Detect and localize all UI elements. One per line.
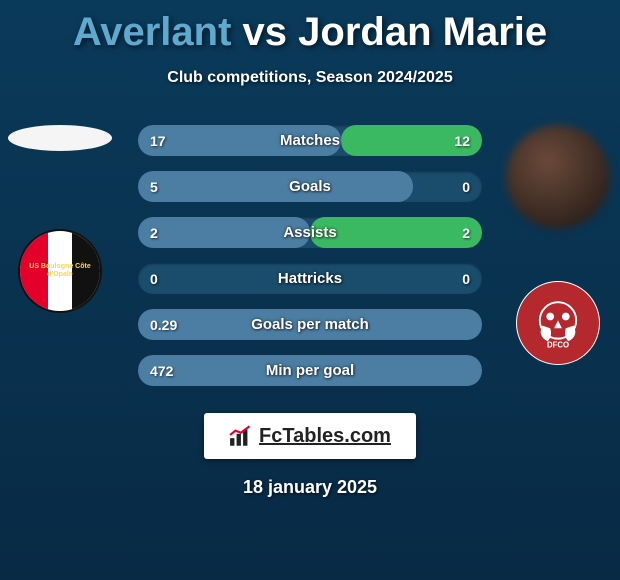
stat-value-left: 5 xyxy=(138,171,170,202)
left-column: US Boulogne Côte d'Opale xyxy=(8,125,112,313)
date-text: 18 january 2025 xyxy=(0,477,620,498)
stat-value-right xyxy=(458,355,482,386)
player1-avatar xyxy=(8,125,112,151)
stat-value-left: 0 xyxy=(138,263,170,294)
owl-icon: DFCO xyxy=(532,297,584,349)
brand-link[interactable]: FcTables.com xyxy=(204,413,416,459)
club1-badge: US Boulogne Côte d'Opale xyxy=(18,229,102,313)
svg-text:DFCO: DFCO xyxy=(547,341,569,349)
stat-label: Hattricks xyxy=(138,263,482,294)
chart-icon xyxy=(229,425,255,447)
stat-value-right: 12 xyxy=(442,125,482,156)
player1-name: Averlant xyxy=(73,10,232,54)
stat-row: 50Goals xyxy=(138,171,482,202)
comparison-main: US Boulogne Côte d'Opale 1712Matches50Go… xyxy=(0,125,620,395)
stat-bars: 1712Matches50Goals22Assists00Hattricks0.… xyxy=(138,125,482,386)
stat-value-left: 472 xyxy=(138,355,185,386)
club2-badge: DFCO xyxy=(516,281,600,365)
stat-bar-left xyxy=(138,171,413,202)
stat-value-left: 17 xyxy=(138,125,178,156)
stat-row: 0 0Hattricks xyxy=(138,263,482,294)
stat-value-right: 0 xyxy=(450,171,482,202)
stat-value-right: 2 xyxy=(450,217,482,248)
brand-text: FcTables.com xyxy=(259,425,391,448)
stat-bar-left xyxy=(138,355,482,386)
stat-value-left: 2 xyxy=(138,217,170,248)
stat-row: 1712Matches xyxy=(138,125,482,156)
stat-row: 472Min per goal xyxy=(138,355,482,386)
vs-text: vs xyxy=(243,10,288,54)
stat-value-left: 0.29 xyxy=(138,309,189,340)
stat-row: 22Assists xyxy=(138,217,482,248)
right-column: DFCO xyxy=(506,125,610,365)
player2-avatar xyxy=(506,125,610,229)
stat-value-right xyxy=(458,309,482,340)
club1-label: US Boulogne Côte d'Opale xyxy=(26,263,94,278)
page-title: Averlant vs Jordan Marie xyxy=(0,0,620,55)
stat-row: 0.29Goals per match xyxy=(138,309,482,340)
player2-name: Jordan Marie xyxy=(298,10,547,54)
stat-bar-left xyxy=(138,309,482,340)
subtitle: Club competitions, Season 2024/2025 xyxy=(0,69,620,87)
stat-value-right: 0 xyxy=(450,263,482,294)
